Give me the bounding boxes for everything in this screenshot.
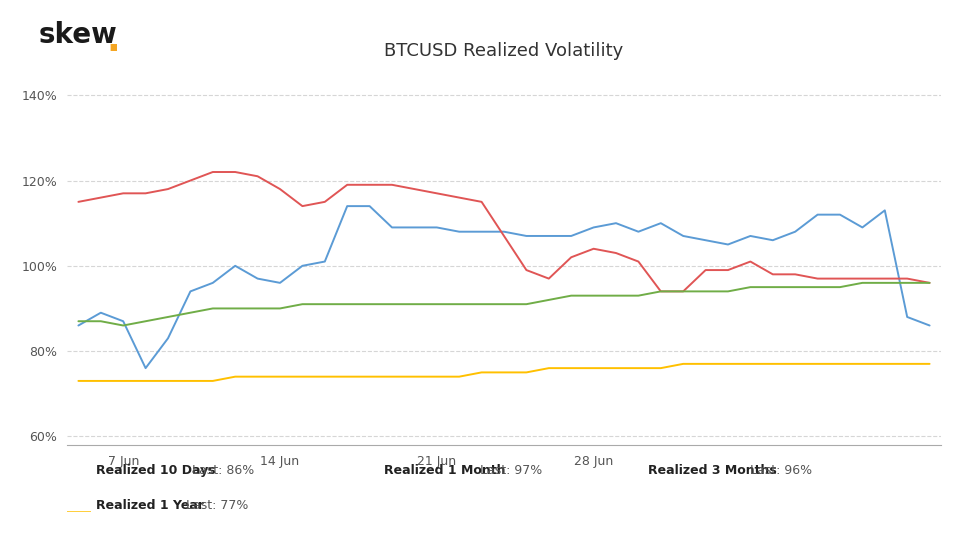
Text: Realized 1 Year: Realized 1 Year: [96, 499, 204, 512]
Text: Last: 77%: Last: 77%: [182, 499, 249, 512]
Text: Realized 3 Months: Realized 3 Months: [648, 464, 777, 477]
Text: Last: 97%: Last: 97%: [476, 464, 542, 477]
Text: Realized 1 Month: Realized 1 Month: [384, 464, 506, 477]
Text: Last: 96%: Last: 96%: [746, 464, 812, 477]
Text: Last: 86%: Last: 86%: [188, 464, 254, 477]
Title: BTCUSD Realized Volatility: BTCUSD Realized Volatility: [384, 42, 624, 60]
Text: .: .: [107, 24, 120, 58]
Text: skew: skew: [38, 21, 117, 49]
Text: Realized 10 Days: Realized 10 Days: [96, 464, 216, 477]
